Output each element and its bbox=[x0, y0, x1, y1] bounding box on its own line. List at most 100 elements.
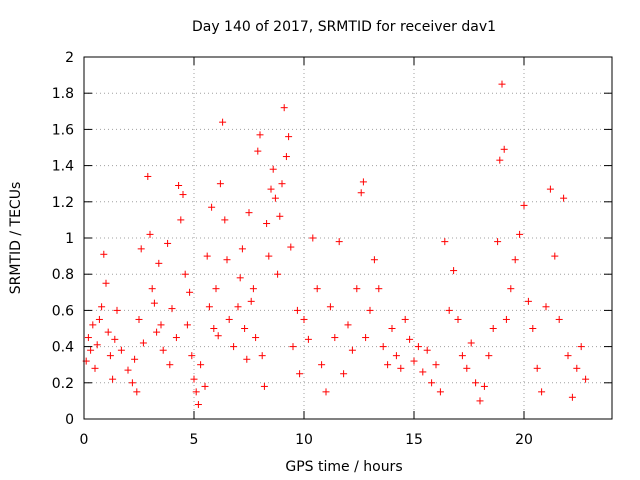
data-point bbox=[188, 352, 196, 360]
data-point bbox=[555, 315, 563, 323]
data-point bbox=[139, 339, 147, 347]
data-point bbox=[234, 303, 242, 311]
data-point bbox=[582, 375, 590, 383]
data-point bbox=[111, 335, 119, 343]
data-point bbox=[388, 325, 396, 332]
data-point bbox=[159, 346, 167, 354]
data-point bbox=[498, 80, 506, 88]
data-point bbox=[256, 131, 264, 139]
data-point bbox=[146, 230, 154, 238]
data-point bbox=[252, 334, 260, 342]
data-point bbox=[93, 341, 101, 349]
data-point bbox=[269, 165, 277, 173]
data-point bbox=[194, 401, 202, 409]
data-point bbox=[153, 328, 161, 336]
data-point bbox=[304, 335, 312, 343]
data-point bbox=[179, 191, 187, 199]
x-tick-label: 0 bbox=[80, 432, 89, 448]
data-point bbox=[201, 382, 209, 390]
data-point bbox=[313, 285, 321, 293]
x-tick-labels: 0 5 10 15 20 bbox=[80, 432, 533, 448]
data-point bbox=[183, 321, 191, 329]
data-point bbox=[296, 370, 304, 378]
data-point bbox=[476, 397, 484, 405]
y-tick-label: 0.2 bbox=[52, 376, 74, 392]
data-point bbox=[450, 267, 458, 275]
data-point bbox=[370, 256, 378, 264]
y-tick-label: 1 bbox=[65, 231, 74, 247]
chart-title: Day 140 of 2017, SRMTID for receiver dav… bbox=[192, 19, 496, 35]
data-point bbox=[216, 180, 224, 188]
data-point bbox=[289, 343, 297, 351]
data-point bbox=[236, 274, 244, 282]
data-point bbox=[546, 185, 554, 193]
data-point bbox=[529, 325, 537, 332]
data-point bbox=[133, 388, 141, 396]
data-point bbox=[91, 364, 99, 372]
data-point bbox=[384, 361, 392, 369]
data-point bbox=[192, 388, 200, 396]
data-point bbox=[225, 315, 233, 323]
data-point bbox=[109, 375, 117, 383]
data-point bbox=[467, 339, 475, 347]
data-point bbox=[197, 361, 205, 369]
data-point bbox=[511, 256, 519, 264]
data-point bbox=[362, 334, 370, 342]
data-point bbox=[500, 145, 508, 153]
data-point bbox=[95, 315, 103, 323]
data-point bbox=[441, 238, 449, 246]
data-point bbox=[445, 306, 453, 314]
data-point bbox=[221, 216, 229, 224]
x-tick-label: 10 bbox=[295, 432, 313, 448]
data-point bbox=[472, 379, 480, 387]
data-point bbox=[326, 303, 334, 311]
data-point bbox=[419, 368, 427, 376]
data-point bbox=[379, 343, 387, 351]
data-point bbox=[265, 252, 273, 260]
data-point bbox=[155, 259, 163, 267]
data-point bbox=[214, 332, 222, 340]
data-point bbox=[414, 343, 422, 351]
data-point bbox=[318, 361, 326, 369]
data-point bbox=[243, 355, 251, 363]
data-point bbox=[260, 382, 268, 390]
data-points bbox=[82, 80, 590, 409]
data-point bbox=[432, 361, 440, 369]
data-point bbox=[84, 334, 92, 342]
data-point bbox=[219, 118, 227, 126]
data-point bbox=[168, 305, 176, 313]
data-point bbox=[203, 252, 211, 260]
x-tick-label: 20 bbox=[515, 432, 533, 448]
data-point bbox=[573, 364, 581, 372]
data-point bbox=[458, 352, 466, 360]
data-point bbox=[366, 306, 374, 314]
data-point bbox=[267, 185, 275, 193]
x-tick-label: 5 bbox=[190, 432, 199, 448]
data-point bbox=[106, 352, 114, 360]
data-point bbox=[271, 194, 279, 202]
data-point bbox=[245, 209, 253, 217]
data-point bbox=[113, 306, 121, 314]
data-point bbox=[560, 194, 568, 202]
data-point bbox=[454, 315, 462, 323]
data-point bbox=[238, 245, 246, 253]
data-point bbox=[102, 279, 110, 287]
data-point bbox=[117, 346, 125, 354]
data-point bbox=[190, 375, 198, 383]
data-point bbox=[208, 203, 216, 211]
data-point bbox=[331, 334, 339, 342]
data-point bbox=[223, 256, 231, 264]
data-point bbox=[128, 379, 136, 387]
axis-ticks bbox=[83, 56, 612, 420]
data-point bbox=[157, 321, 165, 329]
data-point bbox=[463, 364, 471, 372]
data-point bbox=[186, 288, 194, 296]
x-tick-label: 15 bbox=[405, 432, 423, 448]
data-point bbox=[480, 382, 488, 390]
data-point bbox=[335, 238, 343, 246]
data-point bbox=[135, 315, 143, 323]
data-point bbox=[520, 201, 528, 209]
data-point bbox=[131, 355, 139, 363]
